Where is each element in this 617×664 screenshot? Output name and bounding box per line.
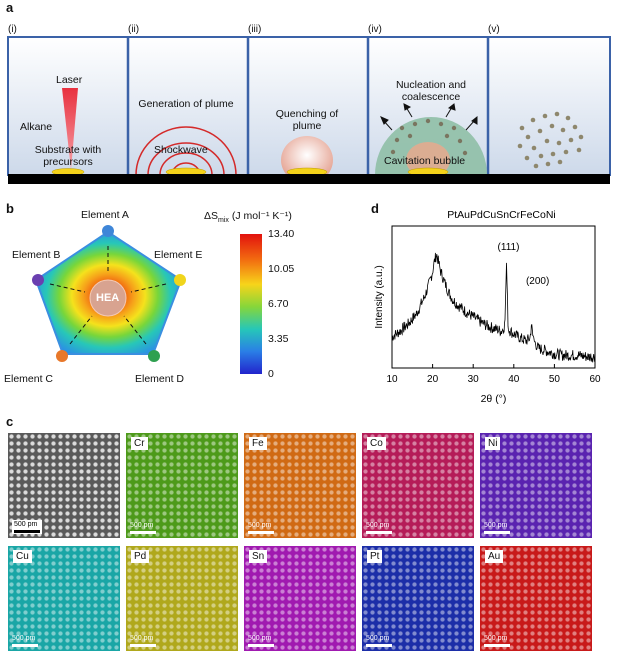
map-element-label: Au — [485, 550, 504, 563]
element-b-label: Element B — [12, 249, 61, 261]
quenching-label: Quenching of plume — [275, 108, 339, 132]
colorbar-tick-4: 3.35 — [268, 333, 289, 345]
scale-bar: 500 pm — [130, 635, 156, 647]
y-axis-label: Intensity (a.u.) — [374, 265, 385, 328]
panel-label-c: c — [6, 414, 14, 429]
ni-map: Ni 500 pm — [480, 433, 592, 538]
scale-bar-label: 500 pm — [248, 635, 272, 642]
map-element-label: Pd — [131, 550, 150, 563]
au-map: Au 500 pm — [480, 546, 592, 651]
shockwave-label: Shockwave — [154, 144, 208, 156]
alkane-label: Alkane — [20, 121, 53, 133]
scale-bar: 500 pm — [484, 522, 510, 534]
step-iii-label: (iii) — [248, 24, 262, 35]
panel-label-b: b — [6, 201, 14, 216]
scale-bar: 500 pm — [248, 635, 274, 647]
step-i-label: (i) — [8, 24, 17, 35]
entropy-colorbar — [240, 234, 262, 374]
step-ii-label: (ii) — [128, 24, 140, 35]
element-c-label: Element C — [4, 373, 54, 385]
scale-bar-label: 500 pm — [366, 635, 390, 642]
x-tick-label-3: 40 — [508, 374, 520, 385]
fe-map: Fe 500 pm — [244, 433, 356, 538]
scale-bar-label: 500 pm — [130, 635, 154, 642]
x-tick-label-2: 30 — [468, 374, 480, 385]
map-element-label: Cu — [13, 550, 32, 563]
element-a-label: Element A — [81, 209, 129, 221]
xrd-series-line — [391, 252, 596, 363]
scale-bar: 500 pm — [484, 635, 510, 647]
colorbar-title: ΔSmix (J mol⁻¹ K⁻¹) — [204, 210, 292, 225]
xrd-chart: 10 20 30 40 50 60 PtAuPdCuSnCrFeCoNi 2θ (°) Inte… — [374, 209, 601, 405]
peak-label-0: (111) — [498, 242, 520, 253]
x-tick-label-1: 20 — [427, 374, 439, 385]
scale-bar-label: 500 pm — [366, 522, 390, 529]
map-element-label: Pt — [367, 550, 383, 563]
entropy-pentagon — [32, 225, 186, 362]
cavitation-label: Cavitation bubble — [384, 155, 466, 167]
pd-map: Pd 500 pm — [126, 546, 238, 651]
x-tick-label-5: 60 — [589, 374, 601, 385]
nucleation-label: Nucleation and coalescence — [395, 79, 467, 103]
peak-label-1: (200) — [526, 276, 549, 287]
map-element-label: Fe — [249, 437, 267, 450]
element-d-label: Element D — [135, 373, 185, 385]
scale-bar-label: 500 pm — [248, 522, 272, 529]
substrate-label: Substrate with precursors — [34, 144, 102, 168]
scale-bar-label: 500 pm — [484, 522, 508, 529]
scale-bar-label: 500 pm — [12, 635, 36, 642]
colorbar-tick-2: 10.05 — [268, 263, 295, 275]
scale-bar: 500 pm — [130, 522, 156, 534]
element-e-label: Element E — [154, 249, 203, 261]
scale-bar: 500 pm — [12, 520, 42, 534]
laser-label: Laser — [56, 74, 83, 86]
step-v-label: (v) — [488, 24, 500, 35]
pt-map: Pt 500 pm — [362, 546, 474, 651]
scale-bar-label: 500 pm — [130, 522, 154, 529]
map-element-label: Ni — [485, 437, 501, 450]
map-element-label: Sn — [249, 550, 268, 563]
hea-label: HEA — [96, 292, 120, 304]
plot-frame — [391, 225, 596, 369]
scale-bar: 500 pm — [248, 522, 274, 534]
sn-map: Sn 500 pm — [244, 546, 356, 651]
plume-generation-label: Generation of plume — [138, 98, 234, 110]
x-axis-label: 2θ (°) — [481, 393, 507, 405]
haadf-map: 500 pm — [8, 433, 120, 538]
scale-bar-label: 500 pm — [484, 635, 508, 642]
laser-ablation-schematic — [7, 36, 611, 184]
colorbar-tick-max: 13.40 — [268, 228, 295, 240]
map-element-label: Co — [367, 437, 386, 450]
cu-map: Cu 500 pm — [8, 546, 120, 651]
x-tick-label-0: 10 — [386, 374, 398, 385]
scale-bar: 500 pm — [12, 635, 38, 647]
panel-label-d: d — [371, 201, 379, 216]
co-map: Co 500 pm — [362, 433, 474, 538]
step-iv-label: (iv) — [368, 24, 382, 35]
x-tick-label-4: 50 — [549, 374, 561, 385]
panel-label-a: a — [6, 0, 14, 15]
scale-bar: 500 pm — [366, 522, 392, 534]
scale-bar-label: 500 pm — [14, 521, 38, 528]
colorbar-tick-min: 0 — [268, 368, 274, 380]
chart-title: PtAuPdCuSnCrFeCoNi — [447, 209, 556, 221]
scale-bar: 500 pm — [366, 635, 392, 647]
map-element-label: Cr — [131, 437, 148, 450]
cr-map: Cr 500 pm — [126, 433, 238, 538]
colorbar-tick-3: 6.70 — [268, 298, 289, 310]
